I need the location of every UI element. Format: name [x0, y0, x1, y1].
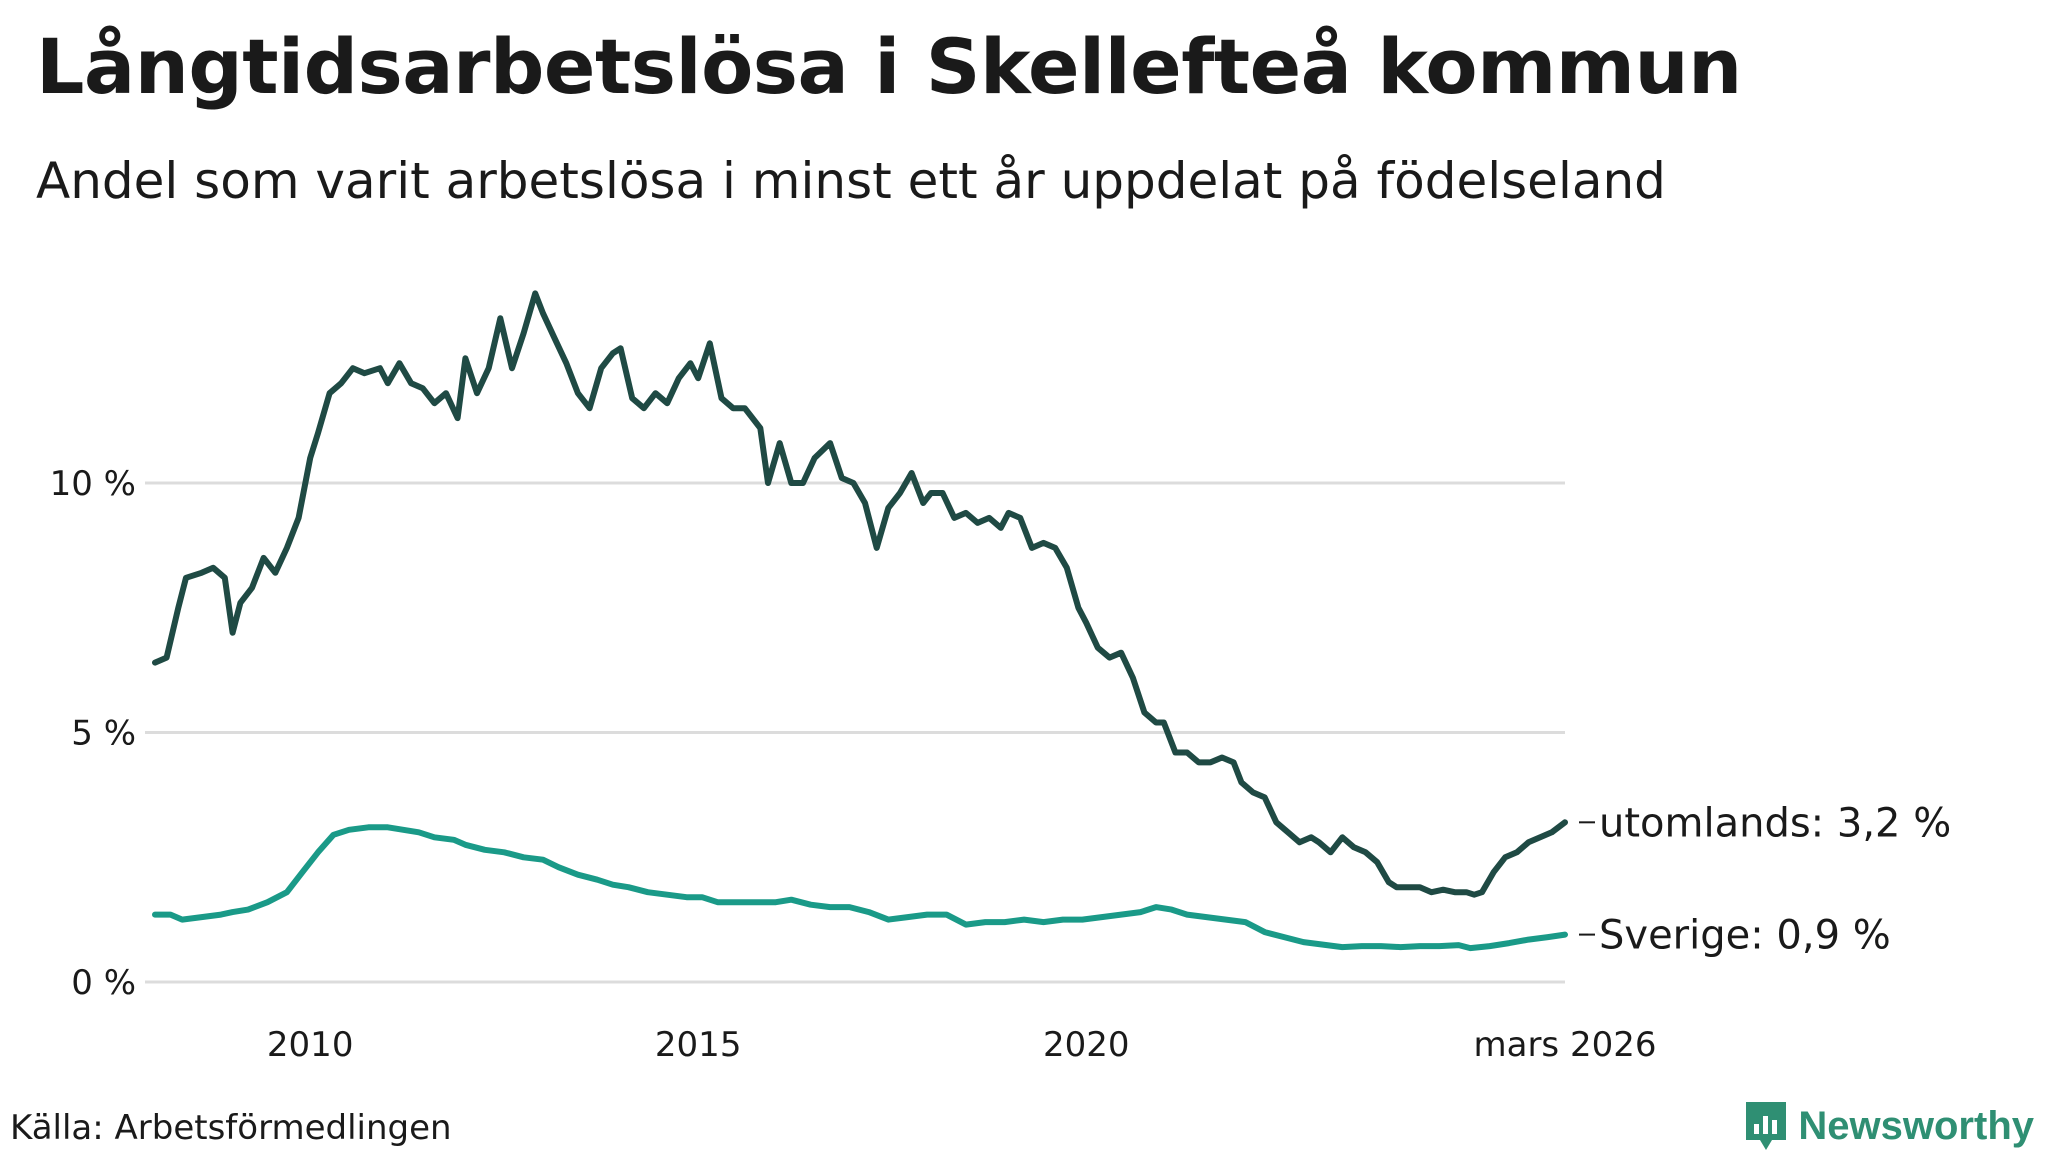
x-tick-label: mars 2026 [1474, 1025, 1657, 1065]
x-axis: 2010 2015 2020 mars 2026 [267, 1025, 1657, 1065]
series-end-label-utomlands: utomlands: 3,2 % [1599, 800, 1951, 846]
newsworthy-logo-icon [1746, 1102, 1787, 1150]
line-chart: 0 % 5 % 10 % 2010 2015 2020 mars 2026 utomlan… [50, 290, 1951, 1065]
brand-logo: Newsworthy [1744, 1100, 2034, 1152]
series-line-sverige [152, 824, 1568, 952]
chart-subtitle: Andel som varit arbetslösa i minst ett å… [36, 152, 1666, 210]
x-tick-label: 2020 [1043, 1025, 1130, 1065]
series-line-utomlands [152, 290, 1568, 898]
y-axis: 0 % 5 % 10 % [50, 464, 136, 1003]
y-tick-label: 10 % [50, 464, 136, 504]
series-end-labels: utomlands: 3,2 % Sverige: 0,9 % [1579, 800, 1951, 959]
chart-title: Långtidsarbetslösa i Skellefteå kommun [36, 22, 1742, 111]
x-tick-label: 2015 [655, 1025, 742, 1065]
y-tick-label: 5 % [71, 714, 136, 754]
x-tick-label: 2010 [267, 1025, 354, 1065]
source-note: Källa: Arbetsförmedlingen [10, 1108, 452, 1148]
series-end-label-sverige: Sverige: 0,9 % [1599, 913, 1891, 959]
series-lines [152, 290, 1568, 952]
brand-name: Newsworthy [1798, 1103, 2034, 1148]
y-tick-label: 0 % [71, 963, 136, 1003]
